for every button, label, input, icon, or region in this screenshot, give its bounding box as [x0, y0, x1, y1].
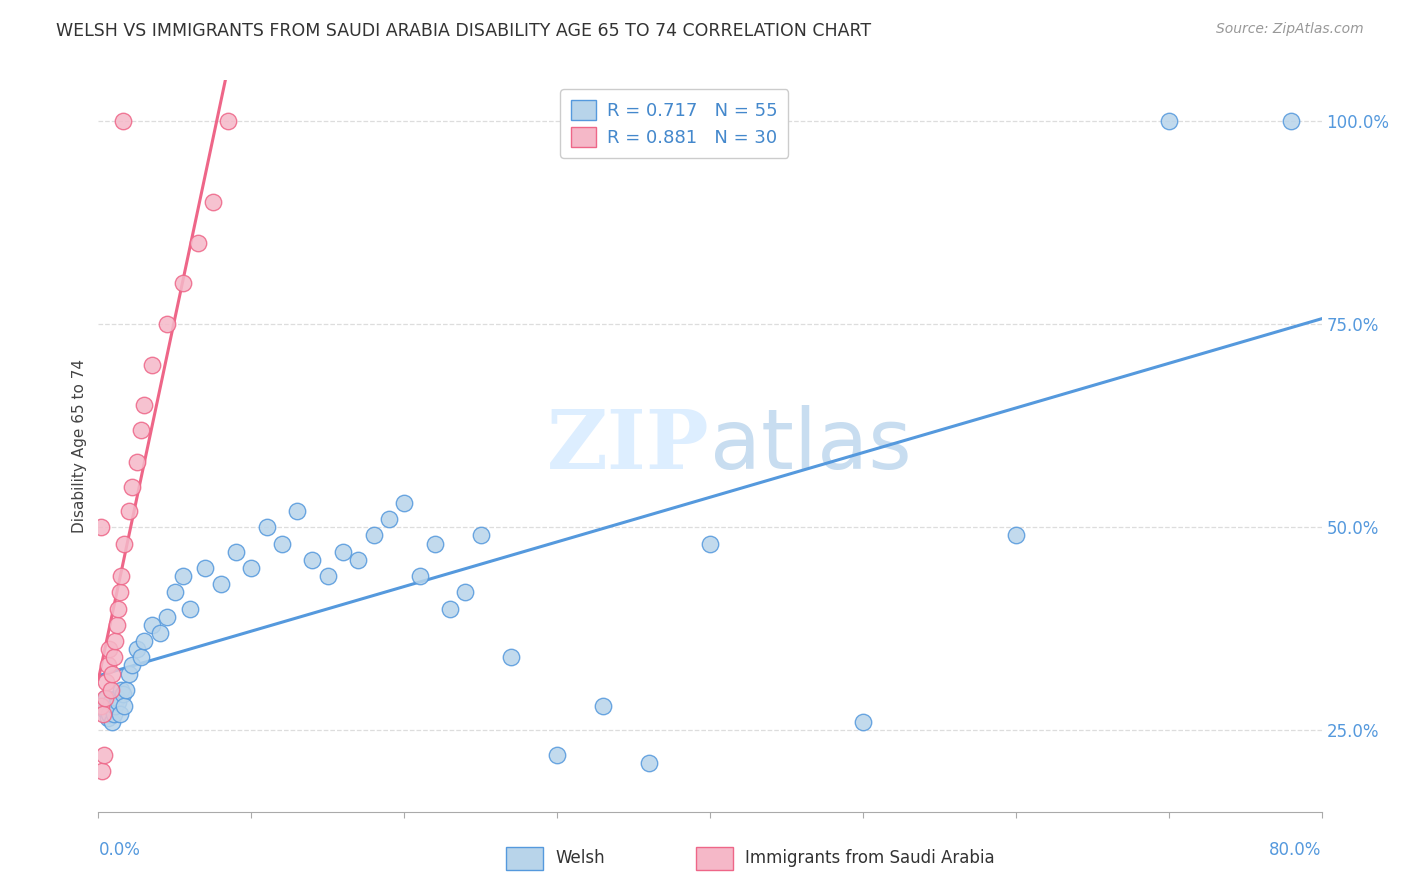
Point — [699, 536, 721, 550]
Point — [141, 617, 163, 632]
Point — [98, 707, 121, 722]
Point — [592, 699, 614, 714]
Point — [110, 682, 132, 697]
Point — [470, 528, 492, 542]
Point — [107, 695, 129, 709]
Text: Immigrants from Saudi Arabia: Immigrants from Saudi Arabia — [745, 849, 995, 867]
Point — [105, 617, 128, 632]
Point — [141, 358, 163, 372]
Point — [112, 699, 135, 714]
Point — [91, 699, 114, 714]
Point — [103, 650, 125, 665]
Point — [225, 544, 247, 558]
Point — [101, 666, 124, 681]
Point — [187, 235, 209, 250]
Point — [118, 504, 141, 518]
Point — [134, 398, 156, 412]
Point — [439, 601, 461, 615]
Point — [172, 277, 194, 291]
Point — [423, 536, 446, 550]
Point — [316, 569, 339, 583]
Point — [217, 114, 239, 128]
Text: 80.0%: 80.0% — [1270, 841, 1322, 859]
Point — [90, 699, 112, 714]
Point — [1157, 114, 1180, 128]
Point — [125, 455, 148, 469]
Point — [202, 195, 225, 210]
Point — [134, 634, 156, 648]
Point — [363, 528, 385, 542]
Point — [94, 690, 117, 705]
Point — [129, 423, 152, 437]
Point — [1279, 114, 1302, 128]
Point — [454, 585, 477, 599]
Point — [93, 703, 115, 717]
Point — [108, 707, 131, 722]
Point — [91, 764, 114, 778]
Point — [101, 715, 124, 730]
Point — [408, 569, 430, 583]
Point — [256, 520, 278, 534]
Point — [121, 658, 143, 673]
Point — [163, 585, 186, 599]
Point — [93, 690, 115, 705]
Point — [104, 699, 127, 714]
Point — [90, 520, 112, 534]
Point — [209, 577, 232, 591]
Text: Welsh: Welsh — [555, 849, 605, 867]
Point — [121, 480, 143, 494]
Point — [332, 544, 354, 558]
Point — [112, 536, 135, 550]
Point — [94, 674, 117, 689]
Point — [93, 747, 115, 762]
Point — [240, 561, 263, 575]
Point — [97, 711, 120, 725]
Text: atlas: atlas — [710, 406, 911, 486]
Point — [129, 650, 152, 665]
Point — [1004, 528, 1026, 542]
Text: WELSH VS IMMIGRANTS FROM SAUDI ARABIA DISABILITY AGE 65 TO 74 CORRELATION CHART: WELSH VS IMMIGRANTS FROM SAUDI ARABIA DI… — [56, 22, 872, 40]
Point — [97, 658, 120, 673]
Point — [91, 707, 114, 722]
Point — [301, 553, 323, 567]
Point — [111, 114, 134, 128]
Point — [638, 756, 661, 770]
Point — [100, 695, 122, 709]
Point — [270, 536, 294, 550]
Point — [179, 601, 201, 615]
Point — [111, 687, 134, 701]
Point — [546, 747, 568, 762]
Point — [347, 553, 370, 567]
Point — [852, 715, 875, 730]
Point — [501, 650, 523, 665]
Point — [105, 690, 128, 705]
Point — [100, 682, 122, 697]
Point — [378, 512, 401, 526]
Point — [172, 569, 194, 583]
Text: ZIP: ZIP — [547, 406, 710, 486]
Text: 0.0%: 0.0% — [98, 841, 141, 859]
Point — [104, 634, 127, 648]
Text: Source: ZipAtlas.com: Source: ZipAtlas.com — [1216, 22, 1364, 37]
Point — [107, 601, 129, 615]
Point — [115, 682, 138, 697]
Legend: R = 0.717   N = 55, R = 0.881   N = 30: R = 0.717 N = 55, R = 0.881 N = 30 — [560, 89, 789, 158]
Point — [156, 317, 179, 331]
Point — [108, 585, 131, 599]
Point — [125, 642, 148, 657]
Point — [149, 626, 172, 640]
Point — [118, 666, 141, 681]
Point — [285, 504, 308, 518]
Y-axis label: Disability Age 65 to 74: Disability Age 65 to 74 — [72, 359, 87, 533]
Point — [392, 496, 416, 510]
Point — [156, 609, 179, 624]
Point — [103, 707, 125, 722]
Point — [194, 561, 217, 575]
Point — [98, 642, 121, 657]
Point — [110, 569, 132, 583]
